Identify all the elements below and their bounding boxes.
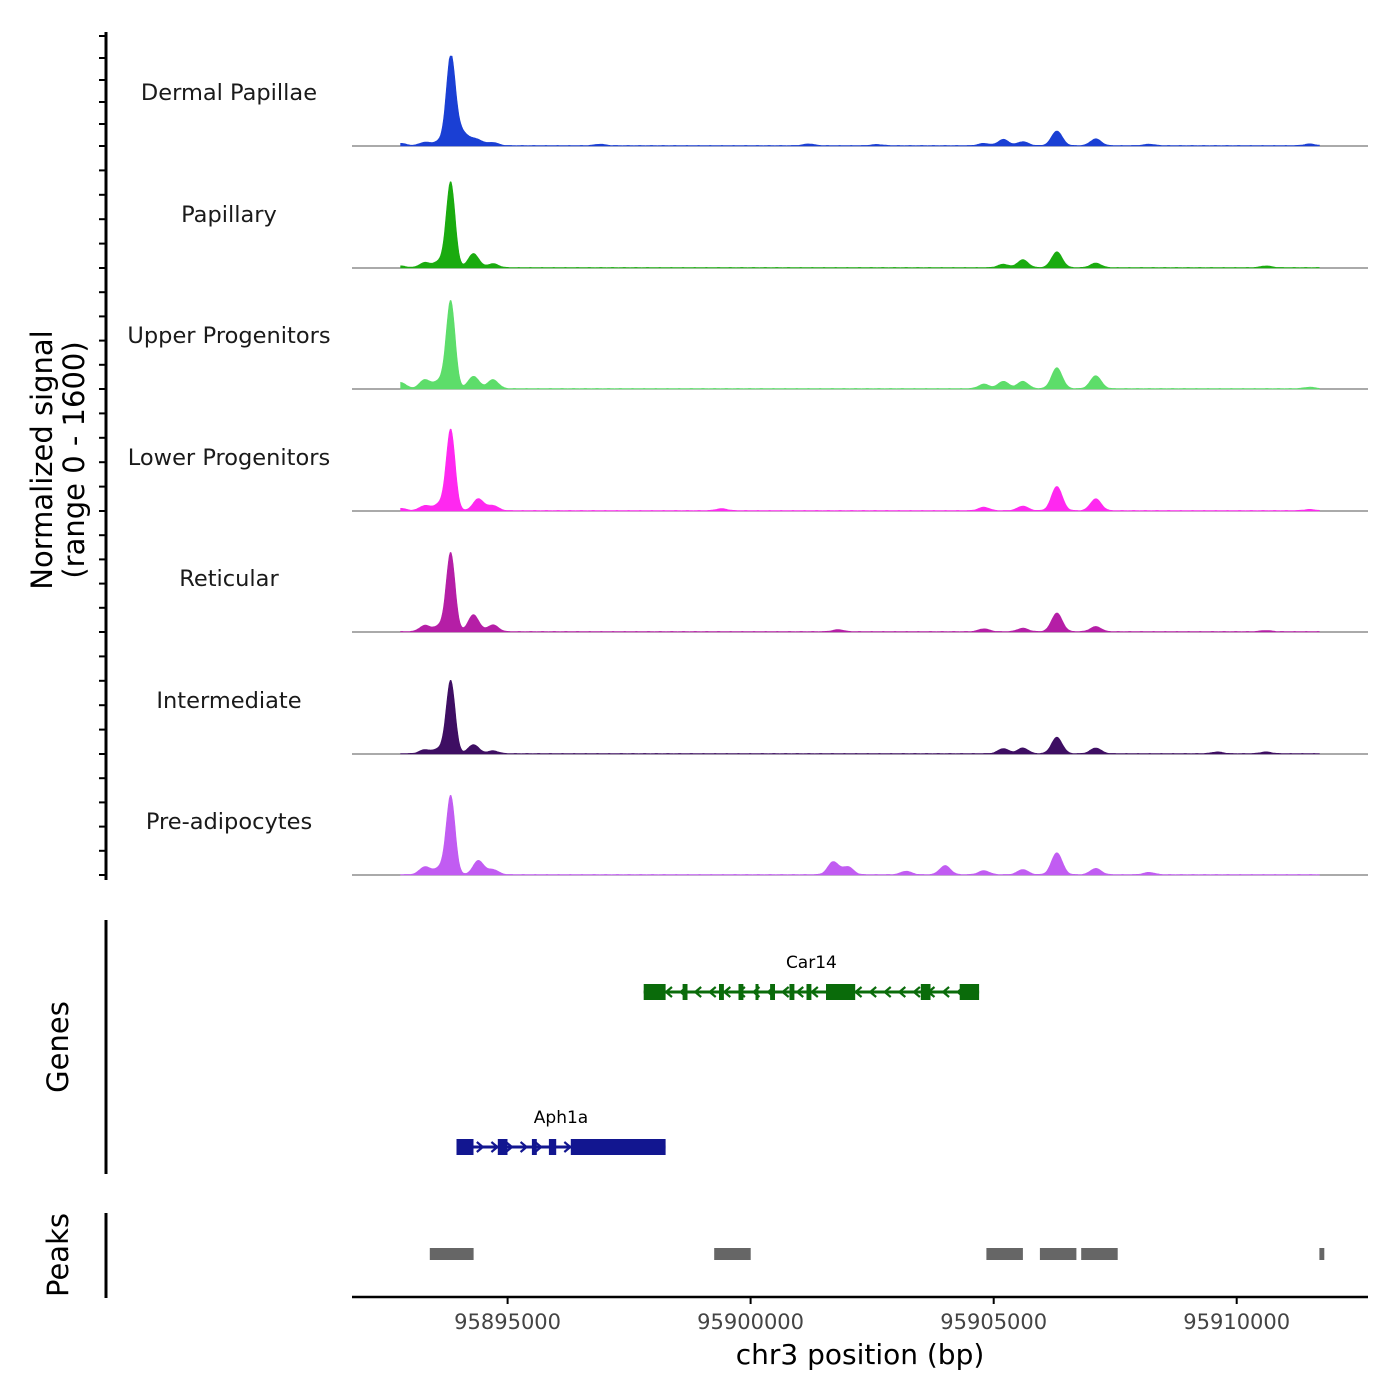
track-label: Pre-adipocytes	[146, 809, 312, 835]
gene-exon	[806, 984, 812, 1000]
gene-car14: Car14	[643, 953, 980, 1000]
x-axis-ticks: 95895000 95900000 95905000 95910000	[454, 1297, 1290, 1334]
gene-exon	[548, 1139, 557, 1155]
gene-exon	[531, 1139, 537, 1155]
peak-interval	[1039, 1248, 1077, 1260]
signal-area	[400, 181, 1320, 269]
signal-area	[400, 55, 1320, 147]
peak-interval	[714, 1248, 751, 1260]
signal-tracks: Dermal Papillae Papillary Upper Progenitor…	[127, 55, 1368, 876]
strand-arrow	[941, 986, 950, 998]
x-tick-label: 95905000	[940, 1310, 1047, 1334]
gene-aph1a: Aph1a	[456, 1108, 666, 1155]
gene-models: Car14 Aph1a	[456, 953, 980, 1155]
strand-arrow	[868, 986, 877, 998]
gene-exon	[789, 984, 795, 1000]
gene-exon	[682, 984, 688, 1000]
track-label: Upper Progenitors	[127, 323, 330, 349]
gene-exon	[738, 984, 744, 1000]
x-tick-label: 95910000	[1183, 1310, 1290, 1334]
track-label: Intermediate	[156, 688, 301, 714]
strand-arrow	[912, 986, 921, 998]
gene-exon	[826, 984, 856, 1000]
strand-arrow	[664, 986, 673, 998]
track-lower-progenitors: Lower Progenitors	[128, 428, 1368, 512]
gene-exon	[959, 984, 980, 1000]
gene-exon	[497, 1139, 508, 1155]
signal-axis-title-line2: (range 0 - 1600)	[57, 341, 91, 578]
track-papillary: Papillary	[181, 181, 1368, 269]
strand-arrow	[708, 986, 717, 998]
gene-label: Car14	[786, 953, 837, 973]
strand-arrow	[490, 1141, 500, 1153]
track-upper-progenitors: Upper Progenitors	[127, 300, 1368, 390]
track-dermal-papillae: Dermal Papillae	[141, 55, 1368, 147]
strand-arrow	[897, 986, 907, 998]
strand-arrow	[883, 986, 892, 998]
gene-exon	[920, 984, 931, 1000]
strand-arrow	[534, 1141, 543, 1153]
genes-panel-label: Genes	[41, 1001, 75, 1093]
peak-interval	[986, 1248, 1023, 1260]
signal-area	[400, 679, 1320, 755]
strand-arrow	[519, 1141, 529, 1153]
signal-area	[400, 300, 1320, 390]
gene-exon	[456, 1139, 474, 1155]
track-label: Papillary	[181, 202, 277, 228]
signal-area	[400, 428, 1320, 512]
strand-arrow	[476, 1141, 485, 1153]
x-tick-label: 95895000	[454, 1310, 561, 1334]
gene-exon	[755, 984, 759, 1000]
track-label: Reticular	[179, 566, 279, 592]
strand-arrow	[795, 986, 804, 998]
signal-area	[400, 552, 1320, 633]
signal-axis-title: Normalized signal (range 0 - 1600)	[25, 330, 91, 589]
peaks-panel-label: Peaks	[41, 1213, 75, 1297]
track-label: Dermal Papillae	[141, 80, 317, 106]
track-reticular: Reticular	[179, 552, 1368, 633]
gene-exon	[643, 984, 666, 1000]
strand-arrow	[563, 1141, 573, 1153]
gene-exon	[570, 1139, 666, 1155]
signal-axis-title-line1: Normalized signal	[25, 330, 59, 589]
gene-label: Aph1a	[534, 1108, 588, 1128]
x-tick-label: 95900000	[697, 1310, 804, 1334]
peak-intervals	[429, 1248, 1325, 1260]
track-pre-adipocytes: Pre-adipocytes	[146, 794, 1368, 876]
track-intermediate: Intermediate	[156, 679, 1368, 755]
strand-arrow	[722, 986, 732, 998]
peak-interval	[429, 1248, 474, 1260]
gene-exon	[770, 984, 775, 1000]
peak-interval	[1081, 1248, 1118, 1260]
strand-arrow	[853, 986, 863, 998]
gene-exon	[719, 984, 724, 1000]
peak-interval	[1319, 1248, 1325, 1260]
strand-arrow	[780, 986, 790, 998]
strand-arrow	[693, 986, 702, 998]
x-axis-title: chr3 position (bp)	[736, 1338, 985, 1371]
signal-y-axis-ticks	[99, 35, 106, 876]
track-label: Lower Progenitors	[128, 445, 330, 471]
signal-area	[400, 794, 1320, 876]
strand-arrow	[505, 1141, 514, 1153]
strand-arrow	[810, 986, 819, 998]
